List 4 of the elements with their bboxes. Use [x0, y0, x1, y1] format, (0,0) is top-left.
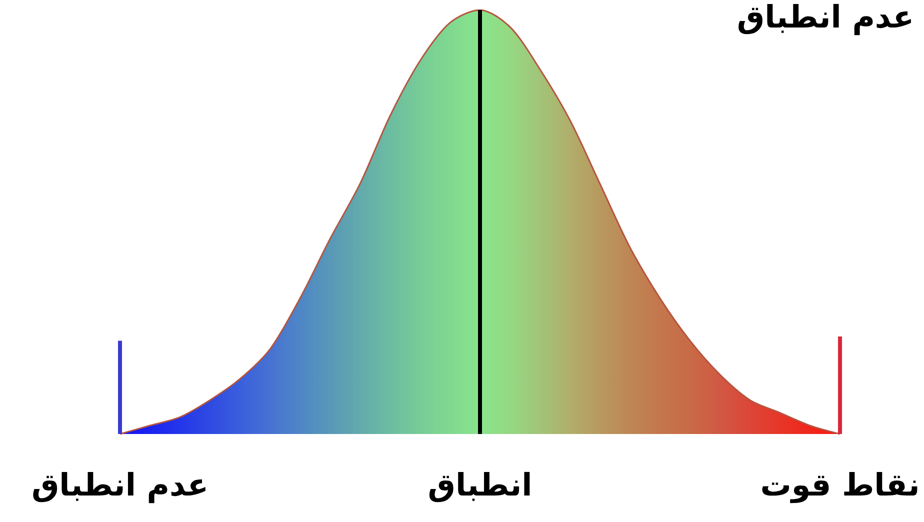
- x-tick-label: عدم انطباق: [31, 468, 209, 504]
- annotation: عدم انطباق: [736, 0, 914, 36]
- x-tick-label: انطباق: [428, 468, 532, 504]
- x-tick-label: نقاط قوت: [760, 468, 920, 504]
